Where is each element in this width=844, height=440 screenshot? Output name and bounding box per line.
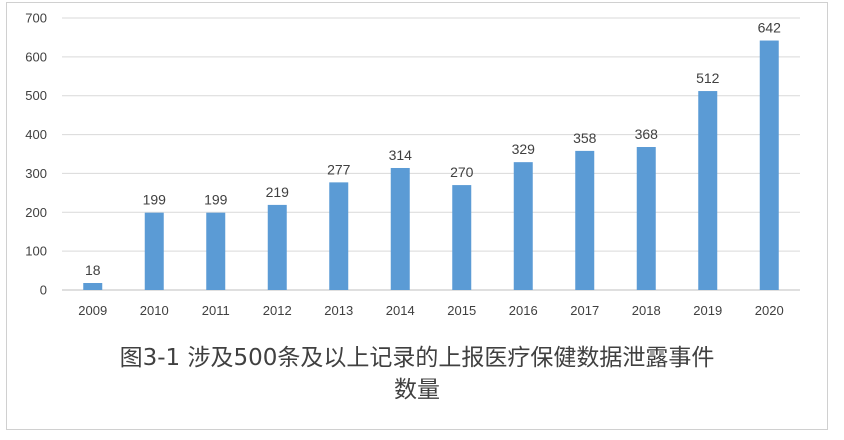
bar <box>144 212 164 290</box>
data-label: 270 <box>450 164 474 180</box>
bar <box>390 167 410 290</box>
x-tick-label: 2016 <box>509 303 538 318</box>
bar <box>452 185 472 290</box>
x-tick-label: 2012 <box>263 303 292 318</box>
bar <box>206 212 226 290</box>
bar <box>636 147 656 290</box>
bar <box>267 204 287 290</box>
x-axis-tick-labels: 2009 2010 2011 2012 2013 2014 2015 2016 2017 2018… <box>78 303 783 318</box>
bars <box>83 40 779 291</box>
grid-lines <box>62 17 800 291</box>
bar <box>698 91 718 291</box>
data-label: 512 <box>696 70 720 86</box>
bar <box>575 150 595 290</box>
y-tick-label: 100 <box>25 244 47 259</box>
y-tick-label: 500 <box>25 88 47 103</box>
y-tick-label: 0 <box>40 283 47 298</box>
x-tick-label: 2020 <box>755 303 784 318</box>
x-tick-label: 2013 <box>324 303 353 318</box>
caption-line-2: 数量 <box>394 377 440 403</box>
data-label: 18 <box>85 262 101 278</box>
x-tick-label: 2018 <box>632 303 661 318</box>
x-tick-label: 2009 <box>78 303 107 318</box>
y-tick-label: 700 <box>25 11 47 26</box>
bar <box>83 283 103 290</box>
bar <box>513 162 533 290</box>
data-label: 329 <box>512 141 536 157</box>
data-label: 219 <box>266 184 290 200</box>
data-label: 642 <box>758 20 782 36</box>
data-label: 277 <box>327 161 351 177</box>
y-tick-label: 600 <box>25 49 47 64</box>
y-axis-tick-labels: 0 100 200 300 400 500 600 700 <box>25 11 47 298</box>
x-tick-label: 2015 <box>447 303 476 318</box>
figure-caption: 图3-1 涉及500条及以上记录的上报医疗保健数据泄露事件 数量 <box>6 342 828 406</box>
bar <box>329 182 349 290</box>
data-labels: 18 199 199 219 277 314 270 329 358 368 512 642 <box>85 20 781 278</box>
data-label: 199 <box>143 192 167 208</box>
x-tick-label: 2010 <box>140 303 169 318</box>
data-label: 314 <box>389 147 413 163</box>
y-tick-label: 200 <box>25 205 47 220</box>
data-label: 358 <box>573 130 597 146</box>
y-tick-label: 400 <box>25 127 47 142</box>
data-label: 199 <box>204 192 228 208</box>
x-tick-label: 2014 <box>386 303 415 318</box>
x-tick-label: 2011 <box>202 303 230 318</box>
x-tick-label: 2017 <box>570 303 599 318</box>
bar <box>759 40 779 291</box>
caption-line-1: 图3-1 涉及500条及以上记录的上报医疗保健数据泄露事件 <box>119 345 715 371</box>
data-label: 368 <box>635 126 659 142</box>
x-tick-label: 2019 <box>693 303 722 318</box>
chart-frame <box>6 2 828 430</box>
y-tick-label: 300 <box>25 166 47 181</box>
